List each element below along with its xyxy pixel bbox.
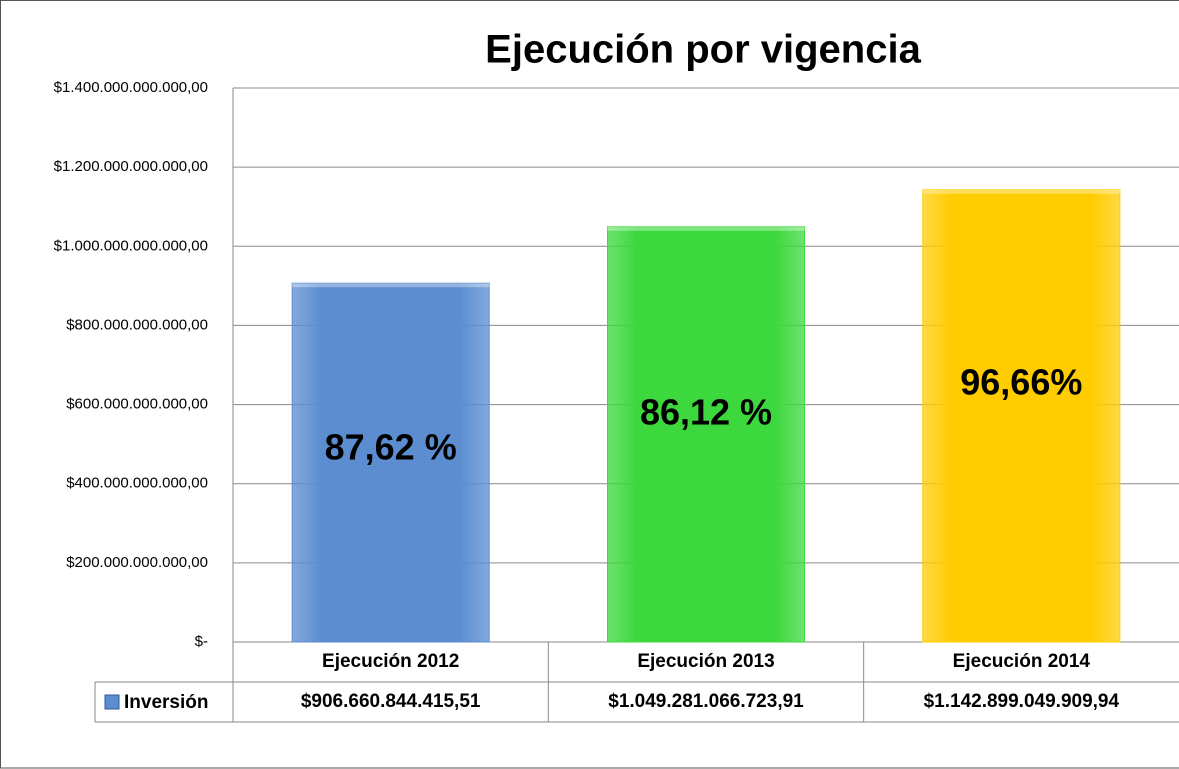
- y-tick-label: $800.000.000.000,00: [66, 316, 208, 333]
- y-tick-label: $600.000.000.000,00: [66, 396, 208, 413]
- bar: [291, 282, 490, 643]
- value-label: $1.049.281.066.723,91: [608, 691, 804, 712]
- y-tick-label: $200.000.000.000,00: [66, 554, 208, 571]
- bar: [607, 226, 805, 643]
- x-tick-label: Ejecución 2012: [322, 651, 459, 672]
- y-tick-label: $1.000.000.000.000,00: [54, 237, 208, 254]
- annotation: 87,62 %: [325, 427, 457, 468]
- bar-bevel: [922, 189, 1120, 194]
- x-tick-label: Ejecución 2014: [953, 651, 1091, 672]
- y-tick-label: $1.200.000.000.000,00: [54, 158, 208, 175]
- x-tick-label: Ejecución 2013: [637, 651, 774, 672]
- legend-label: Inversión: [124, 692, 208, 713]
- legend-swatch: [104, 694, 120, 710]
- value-label: $906.660.844.415,51: [301, 691, 481, 712]
- annotation: 96,66%: [960, 362, 1082, 403]
- bar-bevel: [607, 226, 805, 231]
- y-tick-label: $-: [195, 633, 208, 650]
- chart-title: Ejecución por vigencia: [485, 28, 921, 72]
- annotation: 86,12 %: [640, 392, 772, 433]
- y-tick-label: $1.400.000.000.000,00: [54, 79, 208, 96]
- value-label: $1.142.899.049.909,94: [924, 691, 1120, 712]
- bar: [922, 189, 1121, 643]
- bar-bevel: [292, 283, 490, 288]
- y-tick-label: $400.000.000.000,00: [66, 475, 208, 492]
